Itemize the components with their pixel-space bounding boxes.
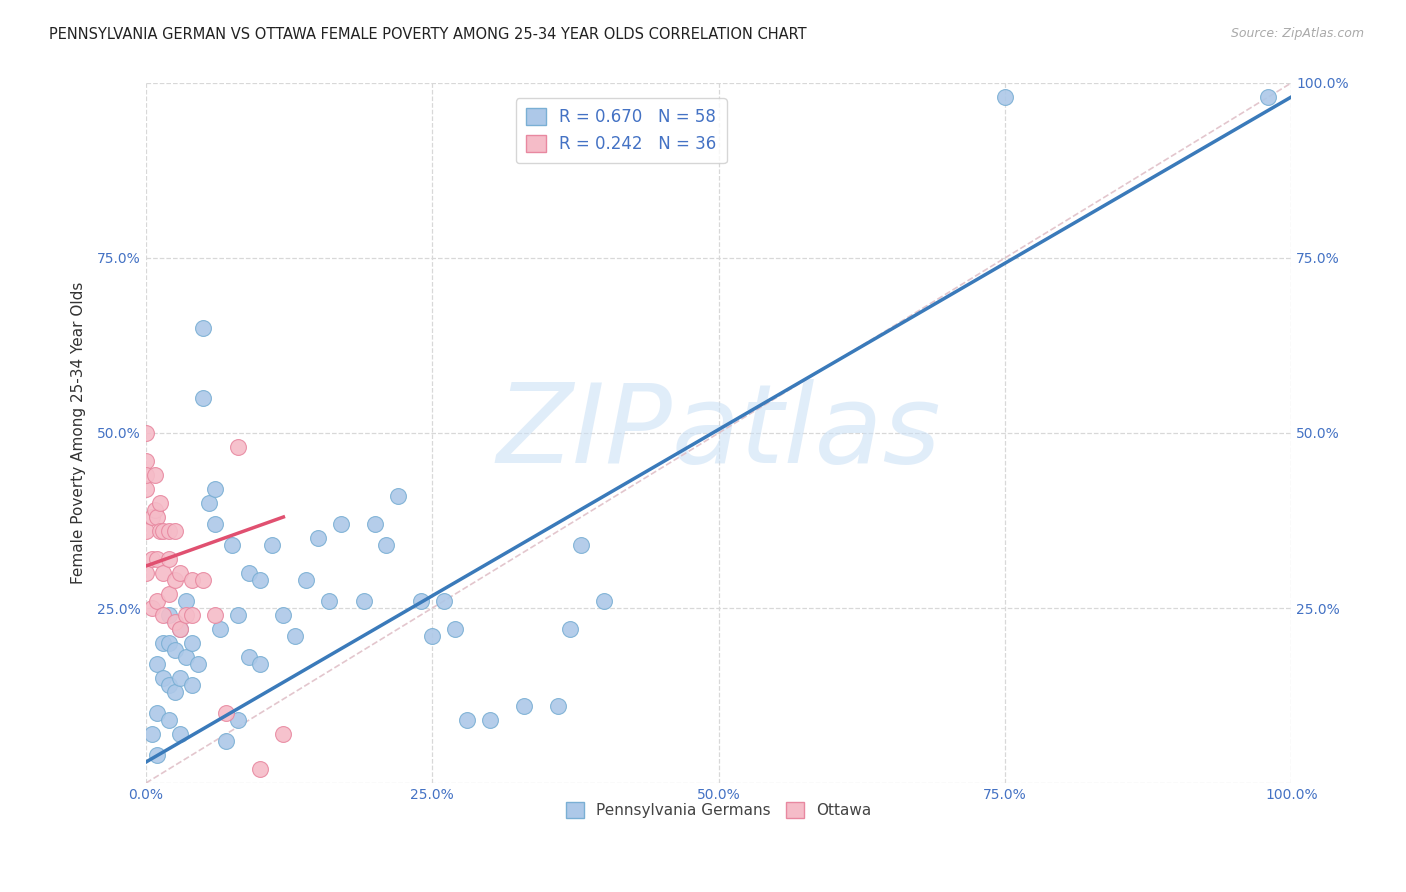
Point: [163, 643, 186, 657]
Point: [157, 636, 180, 650]
Point: [135, 454, 157, 468]
Point: [193, 321, 215, 335]
Point: [146, 706, 169, 720]
Point: [204, 516, 226, 531]
Point: [513, 699, 536, 714]
Point: [329, 516, 352, 531]
Point: [135, 566, 157, 580]
Point: [180, 573, 202, 587]
Point: [141, 510, 163, 524]
Point: [273, 727, 295, 741]
Point: [295, 573, 318, 587]
Point: [307, 531, 329, 545]
Point: [193, 573, 215, 587]
Point: [157, 607, 180, 622]
Point: [249, 573, 271, 587]
Text: Source: ZipAtlas.com: Source: ZipAtlas.com: [1230, 27, 1364, 40]
Point: [169, 727, 191, 741]
Point: [152, 636, 174, 650]
Point: [163, 524, 186, 538]
Point: [193, 391, 215, 405]
Point: [204, 607, 226, 622]
Point: [135, 482, 157, 496]
Point: [146, 594, 169, 608]
Point: [174, 594, 197, 608]
Point: [387, 489, 409, 503]
Point: [152, 607, 174, 622]
Point: [157, 552, 180, 566]
Point: [163, 573, 186, 587]
Point: [249, 762, 271, 776]
Point: [169, 622, 191, 636]
Point: [353, 594, 375, 608]
Point: [198, 496, 221, 510]
Point: [456, 713, 478, 727]
Point: [141, 552, 163, 566]
Point: [143, 503, 166, 517]
Point: [180, 607, 202, 622]
Point: [149, 524, 172, 538]
Point: [284, 629, 307, 643]
Point: [174, 650, 197, 665]
Point: [420, 629, 443, 643]
Point: [146, 747, 169, 762]
Point: [157, 678, 180, 692]
Point: [180, 636, 202, 650]
Point: [135, 468, 157, 483]
Text: PENNSYLVANIA GERMAN VS OTTAWA FEMALE POVERTY AMONG 25-34 YEAR OLDS CORRELATION C: PENNSYLVANIA GERMAN VS OTTAWA FEMALE POV…: [49, 27, 807, 42]
Point: [215, 734, 238, 748]
Point: [157, 524, 180, 538]
Point: [146, 657, 169, 671]
Point: [994, 90, 1017, 104]
Point: [163, 685, 186, 699]
Point: [547, 699, 569, 714]
Point: [260, 538, 283, 552]
Point: [249, 657, 271, 671]
Point: [141, 727, 163, 741]
Point: [226, 440, 249, 454]
Point: [141, 601, 163, 615]
Point: [558, 622, 581, 636]
Point: [238, 650, 260, 665]
Point: [569, 538, 592, 552]
Point: [209, 622, 232, 636]
Point: [163, 615, 186, 629]
Point: [226, 607, 249, 622]
Point: [169, 671, 191, 685]
Point: [186, 657, 208, 671]
Point: [146, 510, 169, 524]
Point: [409, 594, 432, 608]
Point: [152, 566, 174, 580]
Point: [174, 607, 197, 622]
Point: [1257, 90, 1279, 104]
Point: [375, 538, 398, 552]
Point: [157, 713, 180, 727]
Y-axis label: Female Poverty Among 25-34 Year Olds: Female Poverty Among 25-34 Year Olds: [72, 282, 86, 584]
Point: [444, 622, 467, 636]
Point: [169, 622, 191, 636]
Point: [364, 516, 387, 531]
Point: [221, 538, 243, 552]
Point: [169, 566, 191, 580]
Point: [204, 482, 226, 496]
Point: [180, 678, 202, 692]
Point: [478, 713, 501, 727]
Point: [135, 425, 157, 440]
Point: [433, 594, 456, 608]
Point: [149, 496, 172, 510]
Point: [593, 594, 616, 608]
Point: [215, 706, 238, 720]
Point: [226, 713, 249, 727]
Point: [238, 566, 260, 580]
Point: [143, 468, 166, 483]
Point: [152, 671, 174, 685]
Point: [273, 607, 295, 622]
Point: [152, 524, 174, 538]
Text: ZIPatlas: ZIPatlas: [496, 379, 941, 486]
Point: [318, 594, 340, 608]
Point: [157, 587, 180, 601]
Point: [135, 524, 157, 538]
Point: [146, 552, 169, 566]
Legend: Pennsylvania Germans, Ottawa: Pennsylvania Germans, Ottawa: [560, 797, 877, 824]
